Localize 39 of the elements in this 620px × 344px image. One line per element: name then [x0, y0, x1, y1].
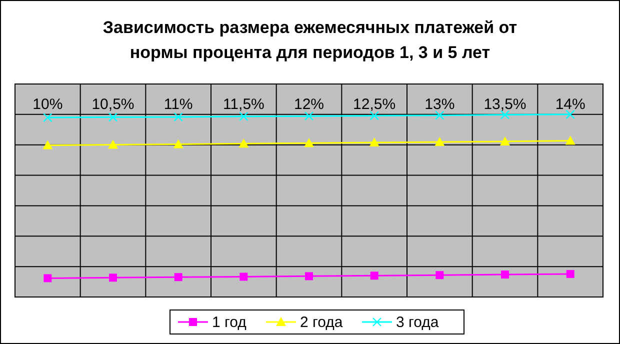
- point: [304, 111, 314, 121]
- legend-label: 3 года: [396, 314, 440, 331]
- point: [108, 140, 118, 149]
- point: [369, 138, 380, 147]
- point: [108, 112, 118, 122]
- point: [174, 112, 183, 122]
- x-tick-label: 13,5%: [484, 96, 526, 113]
- point: [370, 272, 378, 280]
- point: [436, 271, 444, 280]
- point: [565, 136, 576, 145]
- x-tick-label: 13%: [424, 96, 455, 113]
- point: [435, 110, 444, 120]
- x-tick-label: 12,5%: [353, 96, 396, 113]
- point: [238, 138, 249, 148]
- x-tick-label: 11%: [164, 96, 193, 113]
- point: [370, 111, 379, 120]
- point: [239, 112, 248, 122]
- point: [304, 138, 314, 148]
- x-tick-label: 11,5%: [222, 96, 264, 113]
- point: [240, 272, 248, 281]
- point: [109, 274, 117, 282]
- legend-label: 1 год: [212, 314, 247, 331]
- point: [434, 136, 445, 146]
- point: [501, 270, 509, 279]
- x-tick-label: 10%: [32, 96, 63, 113]
- point: [174, 273, 182, 282]
- legend-label: 2 года: [300, 314, 344, 331]
- point: [43, 112, 52, 122]
- x-tick-label: 10,5%: [92, 96, 134, 113]
- point: [305, 272, 313, 280]
- point: [566, 270, 574, 278]
- x-tick-label: 12%: [294, 96, 324, 113]
- chart-title: Зависимость размера ежемесячных платежей от нормы процента для периодов 1, 3 и 5 лет: [102, 18, 518, 62]
- point: [500, 136, 510, 146]
- point: [44, 274, 52, 282]
- point: [42, 140, 53, 150]
- point: [566, 110, 575, 120]
- x-tick-label: 14%: [555, 96, 586, 113]
- point: [173, 139, 184, 148]
